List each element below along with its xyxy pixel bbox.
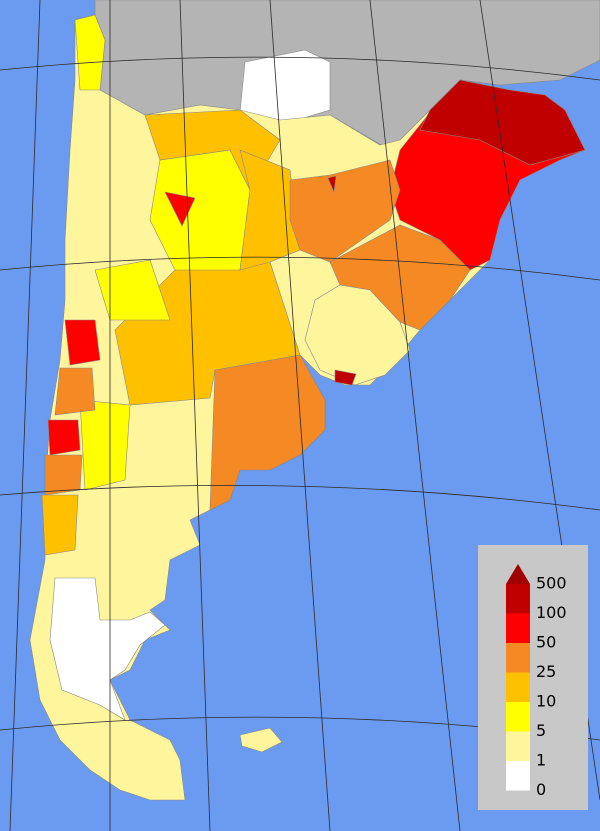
legend-swatch — [506, 643, 530, 673]
graticule-line — [9, 0, 41, 831]
land — [29, 0, 600, 801]
region — [304, 284, 411, 386]
legend-label: 100 — [536, 603, 567, 622]
legend-swatch — [506, 584, 530, 614]
legend-swatch — [506, 702, 530, 732]
region — [49, 577, 166, 721]
region — [74, 14, 106, 91]
legend-box — [478, 545, 588, 810]
legend-label: 0 — [536, 780, 546, 799]
legend-label: 1 — [536, 751, 546, 770]
legend-label: 50 — [536, 633, 556, 652]
legend-label: 10 — [536, 692, 556, 711]
legend-label: 500 — [536, 574, 567, 593]
legend-arrow — [506, 564, 530, 584]
graticule-line — [0, 56, 600, 81]
legend-swatch — [506, 672, 530, 702]
region — [239, 149, 301, 271]
region — [289, 159, 401, 263]
legend-label: 5 — [536, 721, 546, 740]
region — [64, 319, 101, 366]
graticule-line — [0, 256, 600, 281]
legend-swatch — [506, 761, 530, 791]
graticule-line — [369, 0, 461, 831]
legend-label: 25 — [536, 662, 556, 681]
region — [94, 259, 171, 321]
region — [419, 79, 586, 166]
legend-swatch — [506, 613, 530, 643]
region — [79, 399, 131, 491]
legend-swatch — [506, 731, 530, 761]
graticule-line — [179, 0, 211, 831]
region — [209, 354, 326, 511]
region — [239, 49, 331, 123]
region — [327, 175, 337, 194]
graticule-line — [0, 485, 600, 511]
graticule-line — [269, 0, 331, 831]
region — [47, 419, 81, 456]
region — [54, 367, 96, 416]
region — [41, 494, 79, 556]
region — [44, 454, 83, 496]
region — [334, 369, 357, 386]
island — [239, 727, 283, 753]
